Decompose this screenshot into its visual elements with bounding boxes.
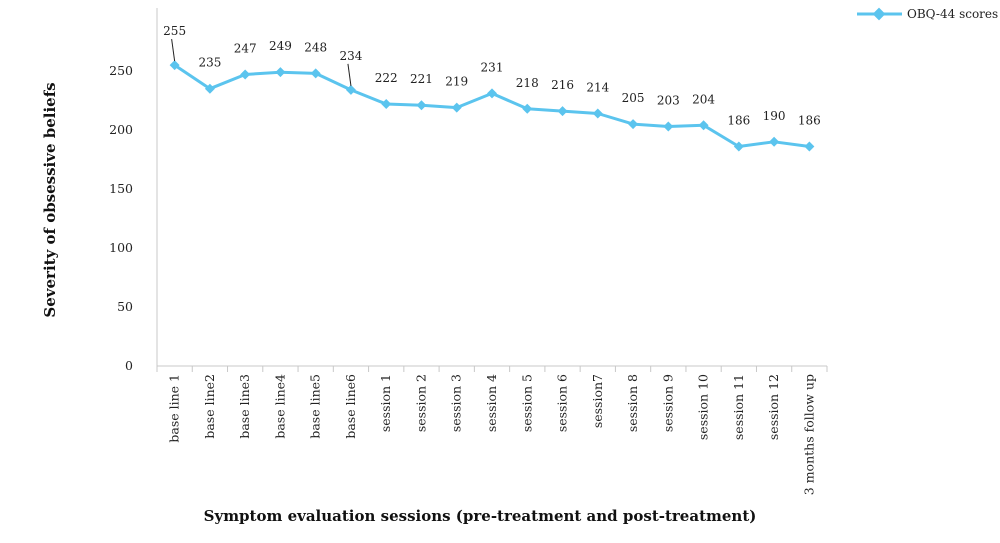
data-labels: 255 235 247 249 248 234 222 221 219 231 218 216 214 2… [163,24,821,127]
x-tick-label: session 3 [449,374,464,432]
data-point-marker [522,103,533,114]
x-tick-label: session 8 [625,374,640,432]
x-tick-label: base line 1 [167,374,182,443]
x-tick-label: session 9 [660,374,675,432]
data-label: 219 [445,75,468,89]
x-tick-label: base line2 [202,374,217,439]
data-point-marker [628,119,639,130]
data-label: 248 [304,40,327,54]
legend: OBQ-44 scores [857,7,998,21]
label-leader-line [347,63,352,86]
x-tick-label: base line6 [343,374,358,439]
data-label: 214 [586,80,609,94]
x-tick-label: session7 [590,374,605,428]
x-tick-label: session 2 [413,374,428,432]
x-axis-title: Symptom evaluation sessions (pre-treatme… [204,507,757,525]
data-point-marker [310,68,321,79]
data-point-marker [487,88,497,99]
x-tick-label: session 1 [378,374,393,432]
x-tick-label: session 12 [766,374,781,440]
y-tick-label: 100 [109,240,133,255]
x-tick-label: base line3 [237,374,252,439]
x-tick-label: session 11 [731,374,746,440]
y-tick-label: 50 [117,299,133,314]
data-label: 222 [375,71,398,85]
data-label: 186 [798,114,821,128]
data-label: 221 [410,72,433,86]
data-label: 203 [657,93,680,107]
y-tick-label: 250 [109,63,133,78]
data-label: 218 [516,76,539,90]
data-label: 234 [339,49,362,63]
data-point-marker [416,100,427,111]
data-point-marker [557,106,568,117]
x-tick-label: base line4 [272,374,287,439]
data-label: 186 [727,114,750,128]
legend-entry: OBQ-44 scores [907,7,998,21]
data-point-marker [345,84,356,95]
x-tick-label: base line5 [308,374,323,439]
data-point-marker [698,120,709,131]
data-label: 255 [163,24,186,38]
label-leader-line [171,39,176,62]
data-label: 216 [551,78,574,92]
x-tick-label: session 5 [519,374,534,432]
data-label: 249 [269,39,292,53]
data-point-marker [451,102,462,113]
x-tick-label: 3 months follow up [801,374,816,495]
data-label: 190 [763,109,786,123]
x-tick-label: session 10 [696,374,711,440]
y-tick-label: 200 [109,122,133,137]
x-tick-label: session 4 [484,374,499,432]
data-point-marker [381,99,392,110]
data-point-marker [592,108,603,119]
data-label: 204 [692,92,715,106]
data-label: 235 [198,56,221,70]
legend-diamond-icon [872,7,886,21]
data-point-marker [240,69,251,80]
series-layer [169,60,815,152]
x-tick-label: session 6 [555,374,570,432]
y-tick-label: 0 [125,358,133,373]
data-point-marker [733,141,744,152]
data-point-marker [804,141,815,152]
data-point-marker [663,121,674,132]
axes: 0 50 100 150 200 250 base line 1 base line2 base… [109,8,828,495]
data-point-marker [275,67,286,78]
y-tick-label: 150 [109,181,133,196]
data-label: 205 [622,91,645,105]
data-point-marker [169,60,180,71]
data-point-marker [204,83,215,94]
data-point-marker [769,136,780,147]
data-label: 247 [234,42,257,56]
data-label: 231 [481,60,504,74]
y-axis-title: Severity of obsessive beliefs [41,82,59,317]
